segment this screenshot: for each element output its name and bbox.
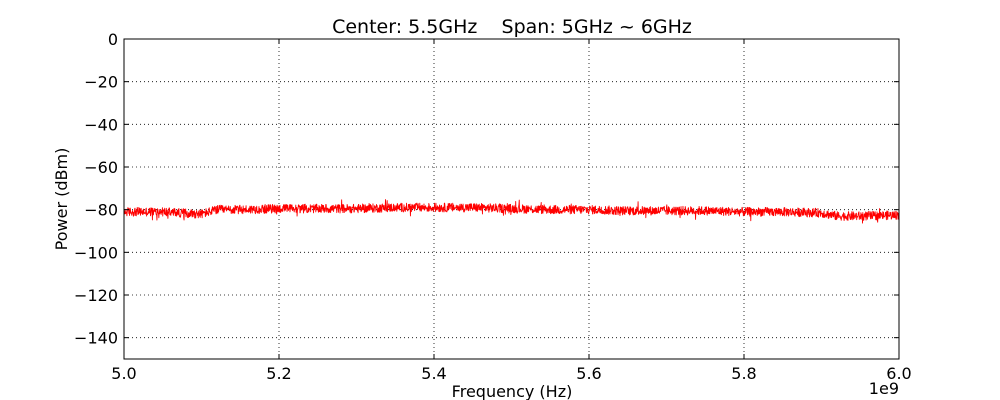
y-tick-label: −60 — [84, 158, 118, 177]
x-axis-offset-label: 1e9 — [869, 379, 899, 398]
y-tick-labels: 0 −20 −40 −60 −80 −100 −120 −140 — [74, 30, 118, 348]
axis-ticks — [123, 38, 900, 359]
series-line-0 — [124, 199, 899, 224]
x-tick-label: 5.6 — [576, 364, 601, 383]
x-tick-label: 6.0 — [886, 364, 911, 383]
y-tick-label: 0 — [108, 30, 118, 49]
y-tick-label: −80 — [84, 201, 118, 220]
y-tick-label: −100 — [74, 243, 118, 262]
x-axis-label: Frequency (Hz) — [452, 382, 573, 400]
x-tick-labels: 5.0 5.2 5.4 5.6 5.8 6.0 — [111, 364, 911, 383]
x-tick-label: 5.8 — [731, 364, 756, 383]
y-axis-label: Power (dBm) — [52, 148, 71, 251]
x-tick-label: 5.0 — [111, 364, 136, 383]
chart-title: Center: 5.5GHz Span: 5GHz ~ 6GHz — [332, 16, 692, 38]
y-tick-label: −40 — [84, 115, 118, 134]
y-tick-label: −20 — [84, 73, 118, 92]
y-tick-label: −140 — [74, 329, 118, 348]
x-tick-label: 5.2 — [266, 364, 291, 383]
y-tick-label: −120 — [74, 286, 118, 305]
x-tick-label: 5.4 — [421, 364, 446, 383]
grid-lines — [124, 39, 899, 359]
plot-frame — [123, 38, 900, 360]
series-layer — [124, 199, 899, 224]
